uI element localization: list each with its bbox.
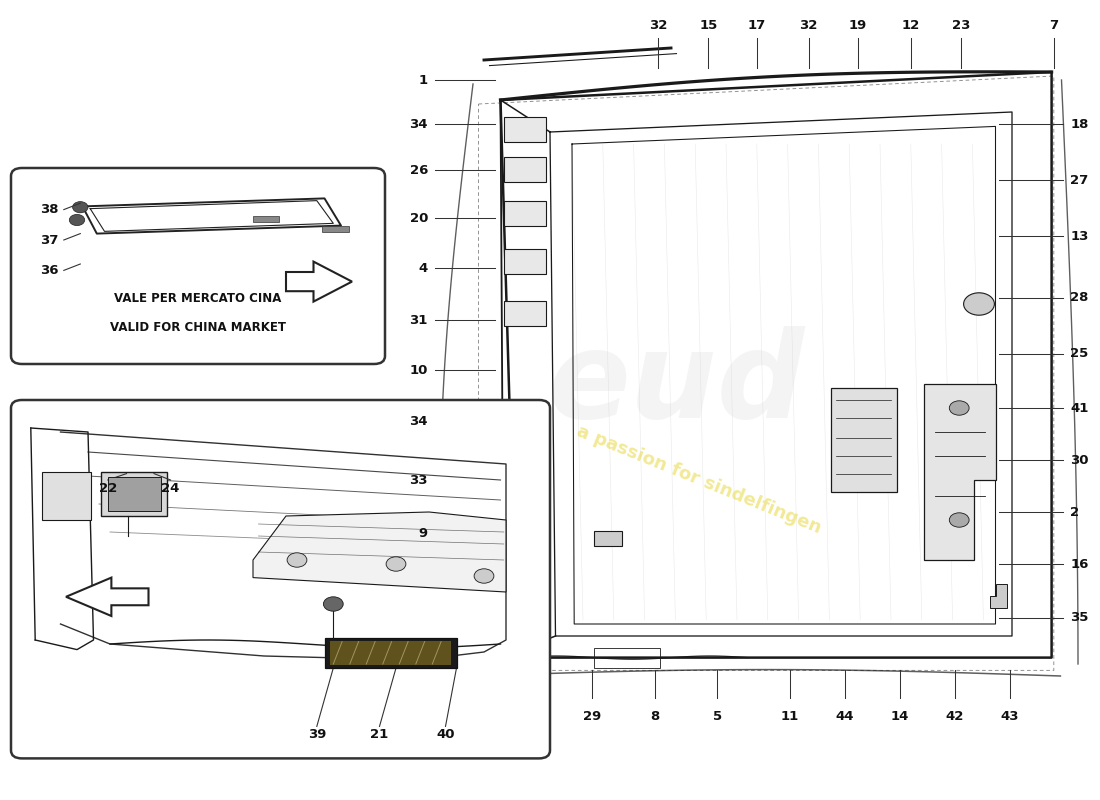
Circle shape bbox=[73, 202, 88, 213]
Text: 23: 23 bbox=[953, 19, 970, 32]
Polygon shape bbox=[286, 262, 352, 302]
Text: 40: 40 bbox=[437, 728, 454, 741]
Text: 43: 43 bbox=[1001, 710, 1019, 722]
Bar bbox=[504, 249, 546, 274]
Bar bbox=[42, 472, 91, 520]
Text: 33: 33 bbox=[409, 474, 428, 486]
Text: 5: 5 bbox=[713, 710, 722, 722]
Circle shape bbox=[69, 214, 85, 226]
Text: 25: 25 bbox=[1070, 347, 1089, 360]
Text: 37: 37 bbox=[40, 234, 58, 246]
Polygon shape bbox=[990, 584, 1006, 608]
Text: 15: 15 bbox=[700, 19, 717, 32]
Text: a passion for sindelfingen: a passion for sindelfingen bbox=[573, 422, 824, 538]
FancyBboxPatch shape bbox=[11, 168, 385, 364]
Text: 18: 18 bbox=[1070, 118, 1089, 130]
Circle shape bbox=[964, 293, 994, 315]
Text: 30: 30 bbox=[1070, 454, 1089, 466]
Circle shape bbox=[949, 401, 969, 415]
Text: 32: 32 bbox=[649, 19, 667, 32]
Text: 31: 31 bbox=[409, 314, 428, 326]
Circle shape bbox=[287, 553, 307, 567]
Text: 13: 13 bbox=[1070, 230, 1089, 242]
Text: 27: 27 bbox=[1070, 174, 1089, 186]
Circle shape bbox=[949, 513, 969, 527]
Circle shape bbox=[386, 557, 406, 571]
Text: 39: 39 bbox=[308, 728, 326, 741]
Text: 26: 26 bbox=[409, 164, 428, 177]
Text: 9: 9 bbox=[419, 527, 428, 540]
Text: 42: 42 bbox=[946, 710, 964, 722]
Text: 34: 34 bbox=[409, 118, 428, 130]
Text: 38: 38 bbox=[40, 203, 58, 216]
Text: 36: 36 bbox=[40, 264, 58, 277]
Text: VALID FOR CHINA MARKET: VALID FOR CHINA MARKET bbox=[110, 322, 286, 334]
Bar bbox=[322, 226, 349, 232]
Text: 21: 21 bbox=[371, 728, 388, 741]
Text: 34: 34 bbox=[409, 415, 428, 428]
Text: 17: 17 bbox=[748, 19, 766, 32]
Text: 28: 28 bbox=[1070, 291, 1089, 304]
Bar bbox=[504, 157, 546, 182]
Bar bbox=[108, 477, 161, 511]
Text: VALE PER MERCATO CINA: VALE PER MERCATO CINA bbox=[114, 292, 282, 305]
Bar bbox=[594, 648, 660, 668]
Circle shape bbox=[474, 569, 494, 583]
Circle shape bbox=[323, 597, 343, 611]
Text: 4: 4 bbox=[419, 262, 428, 274]
Text: 7: 7 bbox=[1049, 19, 1058, 32]
Text: 16: 16 bbox=[1070, 558, 1089, 570]
Text: 1: 1 bbox=[419, 74, 428, 86]
FancyBboxPatch shape bbox=[11, 400, 550, 758]
Text: 2: 2 bbox=[1070, 506, 1079, 518]
Bar bbox=[324, 638, 456, 668]
Bar bbox=[101, 472, 167, 516]
Text: 20: 20 bbox=[409, 212, 428, 225]
Text: 10: 10 bbox=[409, 364, 428, 377]
Bar bbox=[594, 531, 621, 546]
Polygon shape bbox=[924, 384, 996, 560]
Text: 19: 19 bbox=[849, 19, 867, 32]
Polygon shape bbox=[253, 512, 506, 592]
Text: 41: 41 bbox=[1070, 402, 1089, 414]
Text: 24: 24 bbox=[162, 482, 179, 494]
Text: 44: 44 bbox=[836, 710, 854, 722]
Bar bbox=[830, 388, 896, 492]
Bar bbox=[504, 301, 546, 326]
Polygon shape bbox=[66, 578, 148, 616]
Text: 12: 12 bbox=[902, 19, 920, 32]
Text: 22: 22 bbox=[99, 482, 117, 494]
Text: 11: 11 bbox=[781, 710, 799, 722]
Bar bbox=[330, 641, 451, 665]
Text: 14: 14 bbox=[891, 710, 909, 722]
Text: 29: 29 bbox=[583, 710, 601, 722]
Text: 8: 8 bbox=[650, 710, 659, 722]
Bar bbox=[253, 216, 279, 222]
Text: 35: 35 bbox=[1070, 611, 1089, 624]
Text: eud: eud bbox=[548, 326, 805, 442]
Bar bbox=[504, 117, 546, 142]
Bar bbox=[504, 201, 546, 226]
Text: 32: 32 bbox=[800, 19, 817, 32]
